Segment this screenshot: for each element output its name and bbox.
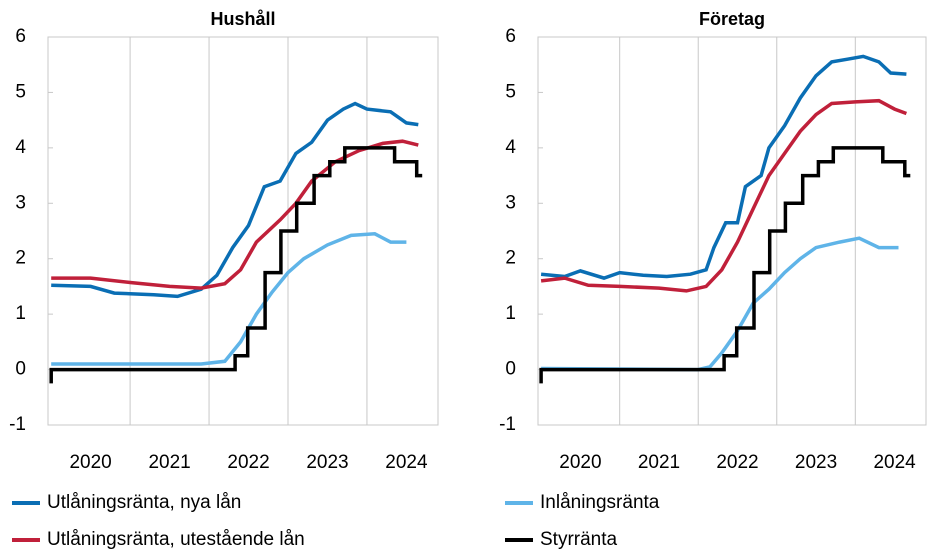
y-tick-label: 2 (505, 248, 516, 269)
series-line (51, 139, 419, 290)
series-line (49, 146, 423, 384)
y-tick-label: -1 (499, 414, 516, 435)
y-tick-label: 5 (15, 81, 26, 102)
legend-label: Utlåningsränta, nya lån (47, 492, 241, 513)
y-tick-label: 2 (15, 248, 26, 269)
y-tick-label: 3 (505, 192, 516, 213)
x-tick-label: 2024 (385, 452, 428, 473)
y-tick-label: -1 (9, 414, 26, 435)
series-line (540, 98, 908, 293)
chart-title: Hushåll (210, 9, 275, 29)
x-tick-label: 2020 (559, 452, 601, 473)
x-tick-label: 2023 (795, 452, 837, 473)
chart-title: Företag (699, 9, 765, 29)
y-tick-label: 1 (505, 303, 516, 324)
x-tick-label: 2021 (638, 452, 680, 473)
y-tick-label: 4 (505, 137, 516, 158)
series-line (51, 232, 407, 366)
x-tick-label: 2024 (873, 452, 916, 473)
x-tick-label: 2022 (227, 452, 269, 473)
series-line (51, 101, 419, 299)
y-tick-label: 0 (505, 359, 516, 380)
legend-label: Styrränta (540, 529, 618, 550)
y-tick-label: 5 (505, 81, 516, 102)
series-line (541, 236, 899, 372)
x-tick-label: 2022 (716, 452, 758, 473)
legend-label: Utlåningsränta, utestående lån (47, 529, 305, 550)
y-tick-label: 0 (15, 359, 26, 380)
y-tick-label: 3 (15, 192, 26, 213)
x-tick-label: 2021 (148, 452, 190, 473)
x-tick-label: 2023 (306, 452, 348, 473)
plot-frame (537, 36, 927, 426)
y-tick-label: 6 (15, 26, 26, 47)
x-tick-label: 2020 (69, 452, 111, 473)
plot-frame (47, 36, 439, 426)
y-tick-label: 4 (15, 137, 26, 158)
y-tick-label: 1 (15, 303, 26, 324)
y-tick-label: 6 (505, 26, 516, 47)
legend-label: Inlåningsränta (540, 492, 660, 513)
series-line (539, 146, 911, 384)
series-line (540, 54, 907, 280)
